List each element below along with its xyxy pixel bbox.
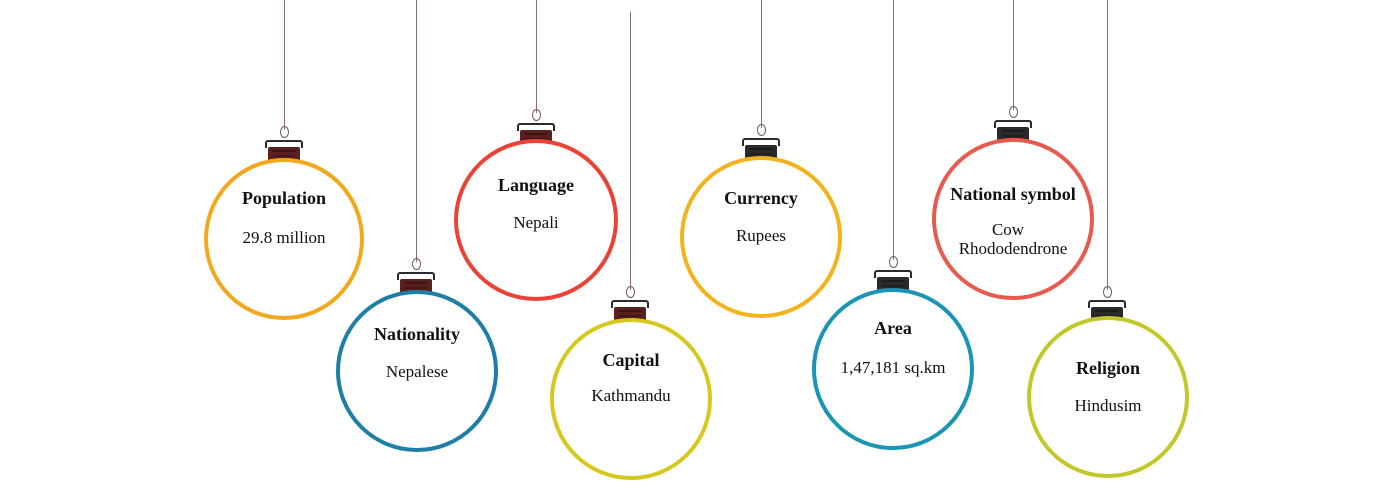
ornament-title: Nationality — [373, 324, 460, 344]
ornament-ring: Population 29.8 million — [204, 158, 364, 320]
ornament-ring: Currency Rupees — [680, 156, 842, 318]
hanging-string — [630, 12, 631, 290]
hanging-string — [1013, 0, 1014, 110]
hook-icon — [412, 258, 421, 270]
ornament-title: Language — [497, 175, 575, 195]
hanging-string — [416, 0, 417, 262]
hook-icon — [280, 126, 289, 138]
hanging-string — [1107, 0, 1108, 290]
ornament-title: National symbol — [950, 184, 1076, 204]
ornament-ring: Language Nepali — [454, 139, 618, 301]
ornament-value: Rupees — [735, 226, 787, 245]
hook-icon — [532, 109, 541, 121]
ornament-ring: Nationality Nepalese — [336, 290, 498, 452]
ornament-value: Kathmandu — [591, 386, 671, 405]
hook-icon — [626, 286, 635, 298]
hook-icon — [757, 124, 766, 136]
ornament-value: 29.8 million — [242, 228, 326, 247]
hanging-string — [893, 0, 894, 260]
ornament-title: Capital — [602, 350, 660, 370]
ornament-title: Religion — [1075, 358, 1140, 378]
ornament-title: Currency — [724, 188, 798, 208]
hook-icon — [889, 256, 898, 268]
ornament-title: Population — [241, 188, 327, 208]
ornament-value-line2: Rhododendrone — [958, 239, 1068, 258]
ornament-ring: Religion Hindusim — [1027, 316, 1189, 478]
ornament-ring: Area 1,47,181 sq.km — [812, 288, 974, 450]
ornament-title: Area — [874, 318, 912, 338]
ornament-ring: National symbol Cow Rhododendrone — [932, 138, 1094, 300]
hook-icon — [1009, 106, 1018, 118]
hook-icon — [1103, 286, 1112, 298]
ornament-value-line1: Cow — [991, 220, 1025, 239]
ornament-value: Hindusim — [1074, 396, 1142, 415]
hanging-string — [761, 0, 762, 128]
hanging-string — [284, 0, 285, 130]
ornament-ring: Capital Kathmandu — [550, 318, 712, 480]
ornament-value: 1,47,181 sq.km — [840, 358, 946, 377]
ornament-value: Nepalese — [385, 362, 449, 381]
hanging-string — [536, 0, 537, 113]
ornament-value: Nepali — [513, 213, 559, 232]
